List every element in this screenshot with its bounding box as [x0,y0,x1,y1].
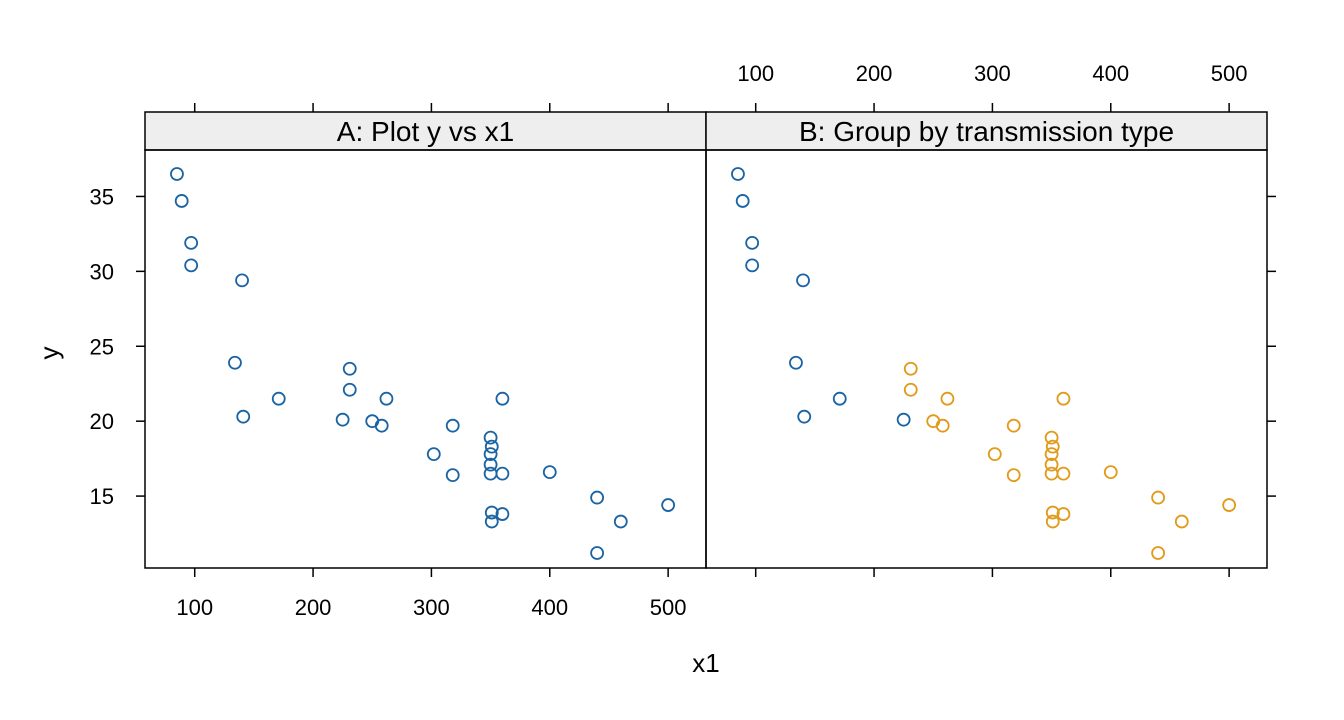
point-b-3-auto [746,259,758,271]
point-a-21 [485,468,497,480]
point-a-16 [447,469,459,481]
point-a-24 [496,393,508,405]
point-b-27-manual [1105,466,1117,478]
point-a-2 [185,237,197,249]
point-a-6 [237,411,249,423]
x-tick-label-a-200: 200 [295,595,332,620]
point-a-15 [447,420,459,432]
y-tick-label-25: 25 [90,334,114,359]
y-tick-label-35: 35 [90,184,114,209]
point-b-6-auto [798,411,810,423]
point-b-15-manual [1008,420,1020,432]
point-b-31-manual [1223,499,1235,511]
point-a-10 [344,384,356,396]
point-a-30 [615,516,627,528]
y-tick-label-15: 15 [90,484,114,509]
point-b-16-manual [1008,469,1020,481]
point-b-14-manual [989,448,1001,460]
point-a-29 [591,547,603,559]
panel-b-plot-area [706,150,1267,568]
point-b-28-manual [1152,492,1164,504]
point-b-23-manual [1047,516,1059,528]
point-b-30-manual [1176,516,1188,528]
x-tick-label-b-300: 300 [974,61,1011,86]
x-tick-label-b-500: 500 [1211,61,1248,86]
point-a-12 [376,420,388,432]
point-b-12-manual [937,420,949,432]
point-b-1-auto [737,195,749,207]
point-b-8-auto [898,414,910,426]
panel-b-points [732,168,1235,559]
point-a-31 [662,499,674,511]
point-a-1 [176,195,188,207]
point-b-9-manual [905,363,917,375]
point-a-13 [380,393,392,405]
x-tick-label-b-100: 100 [737,61,774,86]
panel-a-points [171,168,674,559]
point-a-0 [171,168,183,180]
point-a-7 [273,393,285,405]
y-tick-label-30: 30 [90,259,114,284]
point-b-10-manual [905,384,917,396]
point-a-5 [229,357,241,369]
point-a-9 [344,363,356,375]
point-b-13-manual [941,393,953,405]
x-tick-label-b-400: 400 [1092,61,1129,86]
x-tick-label-a-100: 100 [176,595,213,620]
point-a-4 [236,274,248,286]
panel-b-title: B: Group by transmission type [799,116,1174,147]
x-tick-label-b-200: 200 [856,61,893,86]
point-b-4-auto [797,274,809,286]
point-a-14 [428,448,440,460]
x-tick-label-a-400: 400 [531,595,568,620]
point-b-29-manual [1152,547,1164,559]
point-b-5-auto [790,357,802,369]
point-a-25 [496,468,508,480]
point-a-8 [337,414,349,426]
point-b-21-manual [1046,468,1058,480]
x-tick-label-a-300: 300 [413,595,450,620]
panel-a-title: A: Plot y vs x1 [337,116,514,147]
point-b-7-auto [834,393,846,405]
x-axis-title: x1 [692,648,719,678]
y-tick-label-20: 20 [90,409,114,434]
point-b-25-manual [1057,468,1069,480]
point-a-23 [486,516,498,528]
panel-a-plot-area [145,150,706,568]
x-tick-label-a-500: 500 [650,595,687,620]
point-a-3 [185,259,197,271]
point-b-2-auto [746,237,758,249]
point-a-27 [544,466,556,478]
point-a-28 [591,492,603,504]
y-axis-title: y [34,347,64,360]
point-b-24-manual [1057,393,1069,405]
point-b-0-auto [732,168,744,180]
